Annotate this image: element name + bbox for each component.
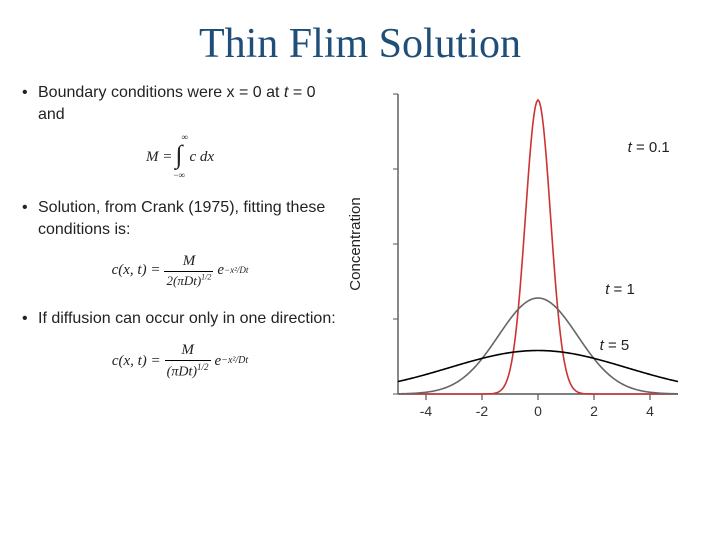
equation-3: c(x, t) = M (πDt)1/2 e−x²/Dt xyxy=(20,338,340,384)
slide-title: Thin Flim Solution xyxy=(0,0,720,82)
bullet-1: • Boundary conditions were x = 0 at t = … xyxy=(20,82,340,125)
svg-text:t = 5: t = 5 xyxy=(600,337,630,354)
eq2-num: M xyxy=(183,251,196,271)
eq3-exp: −x²/Dt xyxy=(221,354,248,368)
bullet-2-text: Solution, from Crank (1975), fitting the… xyxy=(38,197,340,240)
bullet-marker: • xyxy=(20,82,38,125)
bullet-1-text: Boundary conditions were x = 0 at t = 0 … xyxy=(38,82,340,125)
equation-2: c(x, t) = M 2(πDt)1/2 e−x²/Dt xyxy=(20,250,340,290)
svg-text:-4: -4 xyxy=(420,403,433,419)
equation-1: M = ∞ ∫ −∞ c dx xyxy=(20,135,340,179)
eq3-num: M xyxy=(181,340,194,360)
eq2-den-exp: 1/2 xyxy=(201,273,211,282)
concentration-chart: -4 -2 0 2 4 Concentration t = 0.1 t = 1 t = 5 xyxy=(340,82,700,462)
svg-text:t = 1: t = 1 xyxy=(605,281,635,298)
svg-text:0: 0 xyxy=(534,403,542,419)
text-column: • Boundary conditions were x = 0 at t = … xyxy=(20,82,340,462)
bullet-3-text: If diffusion can occur only in one direc… xyxy=(38,308,340,330)
eq3-den-exp: 1/2 xyxy=(197,362,209,372)
eq2-exp: −x²/Dt xyxy=(224,264,248,276)
eq1-upper: ∞ xyxy=(181,131,187,143)
bullet-2: • Solution, from Crank (1975), fitting t… xyxy=(20,197,340,240)
bullet-3: • If diffusion can occur only in one dir… xyxy=(20,308,340,330)
bullet-marker: • xyxy=(20,308,38,330)
chart-svg: -4 -2 0 2 4 Concentration t = 0.1 t = 1 t = 5 xyxy=(340,82,700,462)
svg-text:2: 2 xyxy=(590,403,598,419)
eq2-lhs: c(x, t) = xyxy=(112,260,161,280)
svg-text:t = 0.1: t = 0.1 xyxy=(628,139,670,156)
b1-pre: Boundary conditions were x = 0 at xyxy=(38,84,284,101)
eq3-lhs: c(x, t) = xyxy=(112,351,161,371)
eq2-e: e xyxy=(217,260,224,280)
svg-text:4: 4 xyxy=(646,403,654,419)
eq1-integral: ∫ xyxy=(175,140,182,169)
svg-text:Concentration: Concentration xyxy=(347,197,364,290)
eq1-lower: −∞ xyxy=(173,169,185,181)
content-area: • Boundary conditions were x = 0 at t = … xyxy=(0,82,720,462)
eq3-den-dt: Dt xyxy=(178,364,192,379)
eq3-e: e xyxy=(215,351,222,371)
eq2-den-dt: Dt xyxy=(184,273,197,288)
bullet-marker: • xyxy=(20,197,38,240)
eq2-den-pre: 2(π xyxy=(166,273,183,288)
eq1-rhs: c dx xyxy=(189,147,214,167)
eq1-lhs: M = xyxy=(146,147,172,167)
eq3-den-pre: (π xyxy=(167,364,179,379)
svg-text:-2: -2 xyxy=(476,403,489,419)
